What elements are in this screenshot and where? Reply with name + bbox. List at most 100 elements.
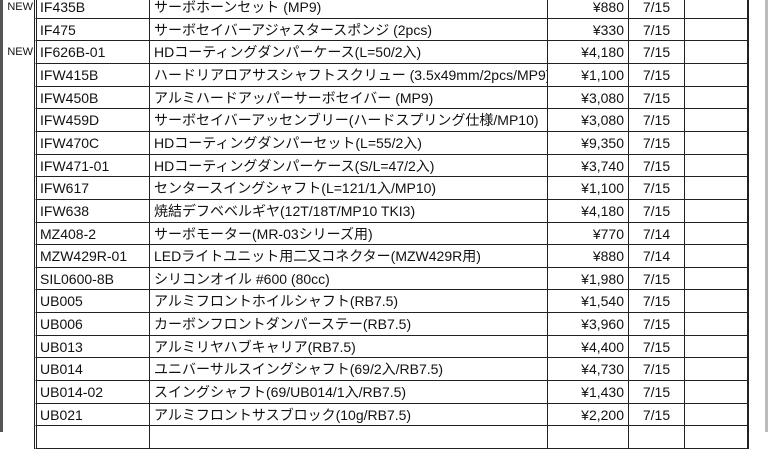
new-badge <box>3 313 34 336</box>
date: 7/15 <box>628 381 684 404</box>
part-code: IF475 <box>34 18 149 42</box>
part-name: ユニバーサルスイングシャフト(69/2入/RB7.5) <box>149 358 547 382</box>
part-code: UB005 <box>34 290 149 314</box>
notes-cell <box>684 358 749 382</box>
date: 7/15 <box>628 154 684 178</box>
notes-cell <box>684 0 749 19</box>
date: 7/15 <box>628 86 684 110</box>
table-row: IFW638 焼結デフベベルギヤ(12T/18T/MP10 TKI3) ¥4,180… <box>0 199 749 223</box>
table-row: IFW415B ハードリアロアサスシャフトスクリュー (3.5x49mm/2pcs… <box>0 63 749 87</box>
date: 7/15 <box>628 18 684 42</box>
part-code: IFW617 <box>34 177 149 200</box>
price: ¥880 <box>547 0 628 19</box>
new-badge <box>3 245 34 268</box>
notes-cell <box>684 177 749 200</box>
new-badge <box>3 19 34 42</box>
part-name: センタースイングシャフト(L=121/1入/MP10) <box>149 177 547 200</box>
table-row: SIL0600-8B シリコンオイル #600 (80cc) ¥1,980 7/15 <box>0 267 749 291</box>
price: ¥330 <box>547 18 628 42</box>
part-name: アルミリヤハブキャリア(RB7.5) <box>149 335 547 359</box>
date: 7/15 <box>628 0 684 19</box>
part-name: ハードリアロアサスシャフトスクリュー (3.5x49mm/2pcs/MP9) <box>149 63 547 87</box>
notes-cell <box>684 131 749 155</box>
notes-cell <box>684 313 749 336</box>
table-row: IF475 サーボセイバーアジャスタースポンジ (2pcs) ¥330 7/15 <box>0 18 749 42</box>
notes-cell <box>684 290 749 314</box>
part-name: HDコーティングダンパーケース(S/L=47/2入) <box>149 154 547 178</box>
date: 7/14 <box>628 222 684 246</box>
table-row: UB014 ユニバーサルスイングシャフト(69/2入/RB7.5) ¥4,730 7/… <box>0 358 749 382</box>
new-badge <box>3 290 34 313</box>
notes-cell <box>684 245 749 268</box>
notes-cell <box>684 381 749 404</box>
date: 7/15 <box>628 109 684 132</box>
notes-cell <box>684 426 749 449</box>
new-badge <box>3 404 34 427</box>
date: 7/15 <box>628 199 684 223</box>
price: ¥880 <box>547 245 628 268</box>
part-code: IF626B-01 <box>34 41 149 64</box>
notes-cell <box>684 18 749 42</box>
price: ¥4,180 <box>547 41 628 64</box>
part-code: MZ408-2 <box>34 222 149 246</box>
price <box>547 426 628 449</box>
notes-cell <box>684 267 749 291</box>
part-name: 焼結デフベベルギヤ(12T/18T/MP10 TKI3) <box>149 199 547 223</box>
part-code: IFW638 <box>34 199 149 223</box>
table-row: UB005 アルミフロントホイルシャフト(RB7.5) ¥1,540 7/15 <box>0 290 749 314</box>
date: 7/15 <box>628 335 684 359</box>
part-name <box>149 426 547 449</box>
part-name: HDコーティングダンパーセット(L=55/2入) <box>149 131 547 155</box>
price: ¥1,100 <box>547 177 628 200</box>
page-right-border <box>765 0 768 432</box>
date: 7/15 <box>628 290 684 314</box>
price: ¥4,730 <box>547 358 628 382</box>
part-code: UB013 <box>34 335 149 359</box>
new-badge <box>3 64 34 87</box>
price: ¥1,980 <box>547 267 628 291</box>
notes-cell <box>684 109 749 132</box>
price: ¥770 <box>547 222 628 246</box>
table-row: UB021 アルミフロントサスブロック(10g/RB7.5) ¥2,200 7/15 <box>0 403 749 427</box>
price: ¥2,200 <box>547 403 628 427</box>
table-row: IFW470C HDコーティングダンパーセット(L=55/2入) ¥9,350 7/1… <box>0 131 749 155</box>
part-code: IFW450B <box>34 86 149 110</box>
price: ¥4,400 <box>547 335 628 359</box>
notes-cell <box>684 403 749 427</box>
notes-cell <box>684 41 749 64</box>
table-row: IFW459D サーボセイバーアッセンブリー(ハードスプリング仕様/MP10) ¥3… <box>0 109 749 132</box>
notes-cell <box>684 86 749 110</box>
new-badge: NEW <box>7 46 33 59</box>
price: ¥3,740 <box>547 154 628 178</box>
notes-cell <box>684 199 749 223</box>
part-code: MZW429R-01 <box>34 245 149 268</box>
part-code: IFW470C <box>34 131 149 155</box>
part-code: IFW471-01 <box>34 154 149 178</box>
price: ¥9,350 <box>547 131 628 155</box>
date: 7/15 <box>628 358 684 382</box>
part-code: UB014-02 <box>34 381 149 404</box>
page-left-border <box>0 0 3 432</box>
part-code: UB006 <box>34 313 149 336</box>
table-row: NEW IF435B サーボホーンセット (MP9) ¥880 7/15 <box>0 0 749 19</box>
table-row: MZ408-2 サーボモーター(MR-03シリーズ用) ¥770 7/14 <box>0 222 749 246</box>
page-margin <box>749 0 768 432</box>
date: 7/14 <box>628 245 684 268</box>
date: 7/15 <box>628 403 684 427</box>
table-row: NEW IF626B-01 HDコーティングダンパーケース(L=50/2入) ¥4,1… <box>0 41 749 64</box>
part-name: HDコーティングダンパーケース(L=50/2入) <box>149 41 547 64</box>
part-code: SIL0600-8B <box>34 267 149 291</box>
price: ¥1,430 <box>547 381 628 404</box>
part-name: サーボセイバーアッセンブリー(ハードスプリング仕様/MP10) <box>149 109 547 132</box>
new-badge <box>3 358 34 381</box>
new-badge <box>3 268 34 291</box>
part-name: カーボンフロントダンパーステー(RB7.5) <box>149 313 547 336</box>
table-row: IFW617 センタースイングシャフト(L=121/1入/MP10) ¥1,100 7… <box>0 177 749 200</box>
date: 7/15 <box>628 131 684 155</box>
notes-cell <box>684 154 749 178</box>
price: ¥3,960 <box>547 313 628 336</box>
date: 7/15 <box>628 177 684 200</box>
new-badge <box>3 336 34 359</box>
part-code <box>34 426 149 449</box>
new-badge <box>3 223 34 246</box>
